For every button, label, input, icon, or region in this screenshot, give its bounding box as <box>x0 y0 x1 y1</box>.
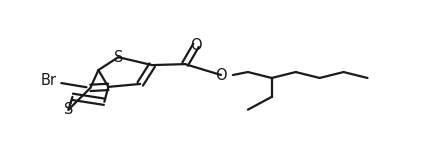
Text: O: O <box>190 38 202 53</box>
Text: Br: Br <box>41 73 56 88</box>
Text: S: S <box>64 102 73 117</box>
Text: S: S <box>113 50 123 65</box>
Text: O: O <box>215 67 227 83</box>
